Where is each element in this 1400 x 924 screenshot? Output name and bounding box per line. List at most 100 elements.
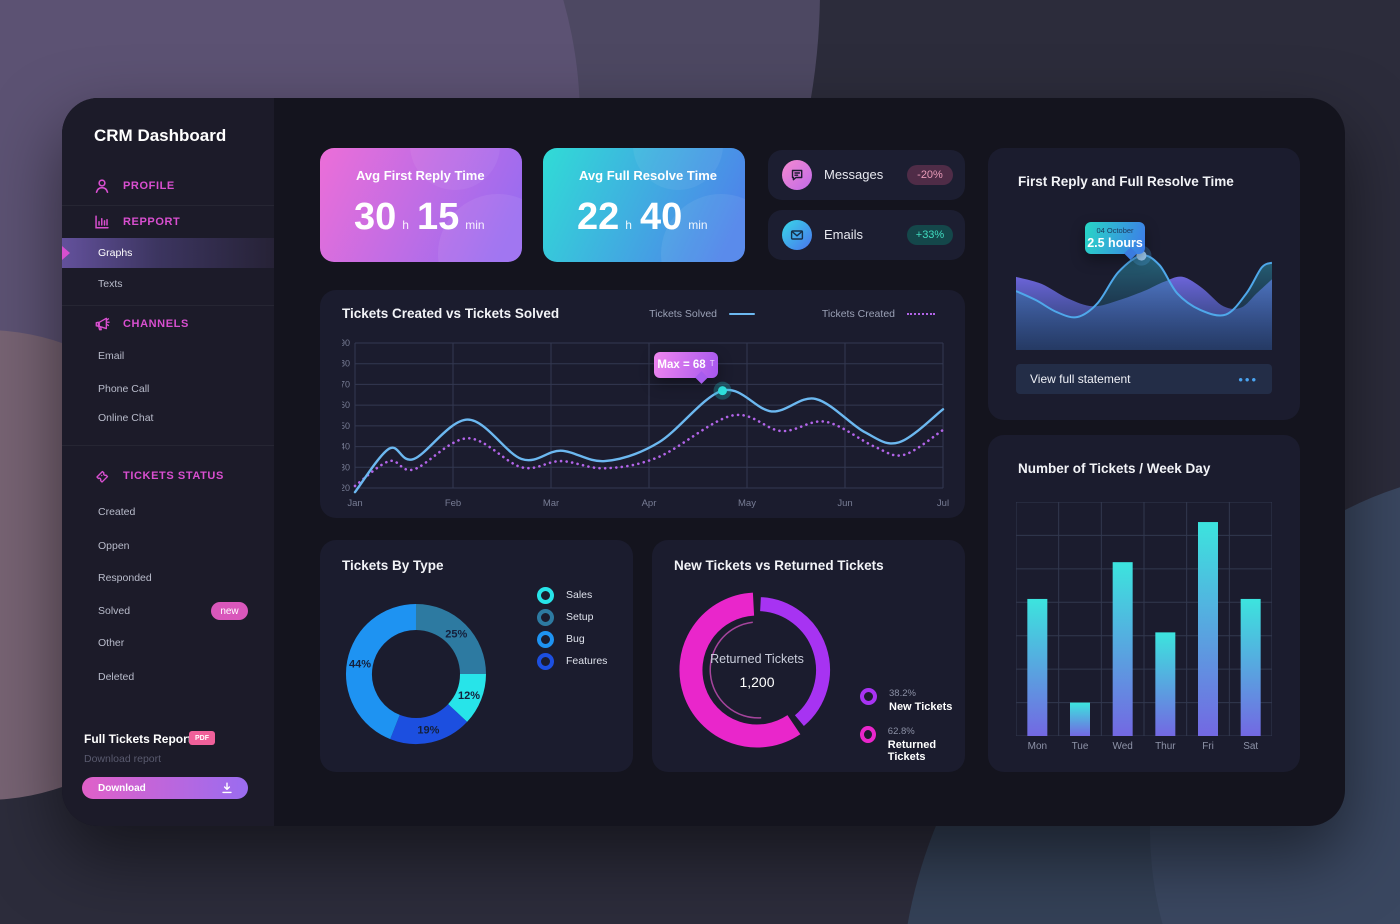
svg-text:Mar: Mar (543, 498, 559, 509)
ticket-icon (94, 468, 110, 484)
card-title: First Reply and Full Resolve Time (1018, 174, 1234, 189)
envelope-icon (782, 220, 812, 250)
sidebar-item-responded[interactable]: Responded (98, 572, 152, 584)
sidebar-item-online-chat[interactable]: Online Chat (98, 412, 154, 424)
sidebar-item-other[interactable]: Other (98, 637, 125, 649)
divider (62, 205, 274, 206)
bar-label: Tue (1071, 741, 1089, 752)
legend-item-bug: Bug (537, 628, 607, 650)
tickets-by-type-card: Tickets By Type 25% 12% 19% 44% Sales Setup… (320, 540, 633, 772)
first-reply-resolve-card: First Reply and Full Resolve Time 04 Oct… (988, 148, 1300, 420)
legend-item-setup: Setup (537, 606, 607, 628)
donut-chart: 25% 12% 19% 44% (345, 604, 487, 744)
svg-text:50: 50 (342, 421, 350, 431)
sidebar-item-phone-call[interactable]: Phone Call (98, 383, 150, 395)
svg-text:40: 40 (342, 442, 350, 452)
sidebar-item-solved[interactable]: Solved new (62, 599, 274, 623)
features-ring-icon (537, 652, 554, 670)
bar-label: Thur (1155, 741, 1176, 752)
returned-donut-chart (679, 592, 830, 748)
sidebar-item-texts[interactable]: Texts (98, 278, 123, 290)
dotted-line-swatch (907, 313, 935, 315)
app-title: CRM Dashboard (94, 126, 227, 145)
active-arrow-icon (62, 246, 70, 260)
sidebar-item-profile[interactable]: PROFILE (62, 174, 274, 198)
sidebar-item-channels[interactable]: CHANNELS (62, 312, 274, 336)
message-icon (782, 160, 812, 190)
bar-label: Mon (1027, 741, 1048, 752)
max-tooltip: Max = 68 T (654, 352, 718, 378)
svg-text:44%: 44% (349, 658, 371, 670)
card-title: Tickets Created vs Tickets Solved (342, 306, 560, 321)
sidebar-item-graphs[interactable]: Graphs (62, 238, 274, 268)
new-tickets-ring-icon (860, 688, 877, 705)
bar-label: Fri (1202, 741, 1214, 752)
svg-text:May: May (738, 498, 756, 509)
report-icon (94, 214, 110, 230)
svg-text:20: 20 (342, 483, 350, 493)
legend-tickets-created: Tickets Created (822, 308, 935, 320)
download-icon (220, 781, 234, 795)
messages-change-badge: -20% (907, 165, 953, 185)
profile-icon (94, 178, 110, 194)
svg-text:25%: 25% (445, 629, 467, 641)
svg-text:12%: 12% (458, 690, 480, 702)
more-options-icon[interactable]: ••• (1238, 371, 1258, 387)
emails-card[interactable]: Emails +33% (768, 210, 965, 260)
bar-x-labels: Mon Tue Wed Thur Fri Sat (1016, 741, 1272, 752)
svg-text:Jan: Jan (347, 498, 362, 509)
legend-item-new-tickets: 38.2% New Tickets (860, 688, 965, 713)
legend-item-features: Features (537, 650, 607, 672)
svg-text:30: 30 (342, 462, 350, 472)
dashboard-panel: CRM Dashboard PROFILE REPPORT Graphs Tex… (62, 98, 1345, 826)
sidebar-item-email[interactable]: Email (98, 350, 125, 362)
sidebar-item-deleted[interactable]: Deleted (98, 671, 135, 683)
sidebar-item-oppen[interactable]: Oppen (98, 540, 130, 552)
legend-item-sales: Sales (537, 584, 607, 606)
stat-value: 30 h 15 min (354, 196, 485, 238)
svg-text:Feb: Feb (445, 498, 461, 509)
divider (62, 445, 274, 446)
card-title: Tickets By Type (342, 558, 444, 573)
new-badge: new (211, 602, 248, 620)
svg-text:Jun: Jun (837, 498, 852, 509)
legend-item-returned-tickets: 62.8% Returned Tickets (860, 726, 965, 763)
area-chart (1016, 245, 1272, 350)
divider (62, 305, 274, 306)
solid-line-swatch (729, 313, 755, 315)
sidebar-item-report[interactable]: REPPORT (62, 210, 274, 234)
svg-text:60: 60 (342, 400, 350, 410)
bar-label: Wed (1112, 741, 1133, 752)
sales-ring-icon (537, 586, 554, 604)
svg-text:70: 70 (342, 379, 350, 389)
full-tickets-report-title: Full Tickets Report (84, 732, 192, 746)
created-vs-solved-card: Tickets Created vs Tickets Solved Ticket… (320, 290, 965, 518)
bug-ring-icon (537, 630, 554, 648)
download-button[interactable]: Download (82, 777, 248, 799)
emails-change-badge: +33% (907, 225, 953, 245)
card-title: New Tickets vs Returned Tickets (674, 558, 884, 573)
stat-title: Avg Full Resolve Time (579, 168, 717, 183)
new-vs-returned-card: New Tickets vs Returned Tickets Returned… (652, 540, 965, 772)
stat-title: Avg First Reply Time (356, 168, 485, 183)
pdf-badge: PDF (189, 731, 215, 745)
svg-text:19%: 19% (417, 725, 439, 737)
sidebar: CRM Dashboard PROFILE REPPORT Graphs Tex… (62, 98, 274, 826)
download-report-subtitle: Download report (84, 753, 162, 765)
sidebar-item-tickets-status[interactable]: TICKETS STATUS (62, 464, 274, 488)
avg-first-reply-card: Avg First Reply Time 30 h 15 min (320, 148, 522, 262)
megaphone-icon (94, 316, 110, 332)
svg-text:Jul: Jul (937, 498, 949, 509)
view-full-statement-button[interactable]: View full statement ••• (1016, 364, 1272, 394)
card-title: Number of Tickets / Week Day (1018, 461, 1211, 476)
area-tooltip: 04 October 2.5 hours (1085, 222, 1145, 254)
stat-value: 22 h 40 min (577, 196, 708, 238)
svg-text:90: 90 (342, 338, 350, 348)
returned-tickets-ring-icon (860, 726, 876, 743)
messages-card[interactable]: Messages -20% (768, 150, 965, 200)
bar-chart (1016, 502, 1272, 736)
weekday-bar-card: Number of Tickets / Week Day Mon Tue Wed Th… (988, 435, 1300, 772)
setup-ring-icon (537, 608, 554, 626)
sidebar-item-created[interactable]: Created (98, 506, 136, 518)
bar-label: Sat (1243, 741, 1259, 752)
